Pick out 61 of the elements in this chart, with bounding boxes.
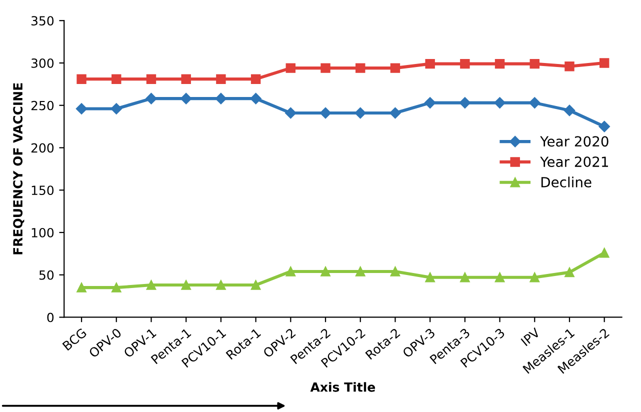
y-tick-label: 0 xyxy=(47,312,54,322)
point xyxy=(390,63,400,73)
point xyxy=(215,92,227,104)
point xyxy=(599,248,610,258)
legend-label: Year 2020 xyxy=(540,136,608,147)
point xyxy=(320,63,330,73)
point xyxy=(76,103,88,114)
y-tick-label: 150 xyxy=(32,186,54,196)
point xyxy=(250,74,261,84)
point xyxy=(356,266,366,276)
point xyxy=(494,272,505,282)
legend-label: Year 2021 xyxy=(540,156,608,168)
y-tick-label: 50 xyxy=(39,270,54,280)
y-tick-label: 350 xyxy=(31,16,54,26)
y-tick-label: 200 xyxy=(31,143,54,153)
point xyxy=(459,97,471,108)
point xyxy=(424,97,436,108)
point xyxy=(564,104,576,116)
point xyxy=(460,272,470,282)
point xyxy=(112,74,122,84)
point xyxy=(216,74,226,84)
point xyxy=(181,74,191,84)
point xyxy=(112,282,122,292)
point xyxy=(599,58,610,68)
point xyxy=(598,120,610,132)
point xyxy=(286,266,296,276)
point xyxy=(146,92,157,104)
point xyxy=(250,92,262,104)
point xyxy=(425,58,435,69)
point xyxy=(181,280,191,290)
point xyxy=(285,107,296,119)
point xyxy=(460,58,470,69)
point xyxy=(530,272,540,282)
y-tick-label: 300 xyxy=(31,58,54,68)
point xyxy=(530,58,540,69)
point xyxy=(180,92,192,104)
y-tick-label: 100 xyxy=(32,228,54,238)
point xyxy=(564,267,574,278)
point xyxy=(494,97,506,108)
legend-label: Decline xyxy=(541,176,592,188)
point xyxy=(110,103,122,114)
point xyxy=(356,63,366,73)
point xyxy=(390,266,400,276)
point xyxy=(286,63,296,73)
y-axis-title: FREQUENCY OF VACCINE xyxy=(13,83,24,254)
point xyxy=(425,272,435,282)
point xyxy=(320,107,332,119)
point xyxy=(529,97,540,108)
point xyxy=(390,107,401,119)
point xyxy=(320,266,330,276)
point xyxy=(354,107,366,119)
point xyxy=(564,62,574,72)
y-tick-label: 250 xyxy=(31,100,54,110)
point xyxy=(146,280,156,290)
point xyxy=(250,280,261,290)
point xyxy=(494,58,505,69)
point xyxy=(76,282,86,292)
point xyxy=(76,74,86,84)
point xyxy=(216,280,226,290)
x-axis-title: Axis Title xyxy=(310,382,376,392)
point xyxy=(146,74,156,84)
